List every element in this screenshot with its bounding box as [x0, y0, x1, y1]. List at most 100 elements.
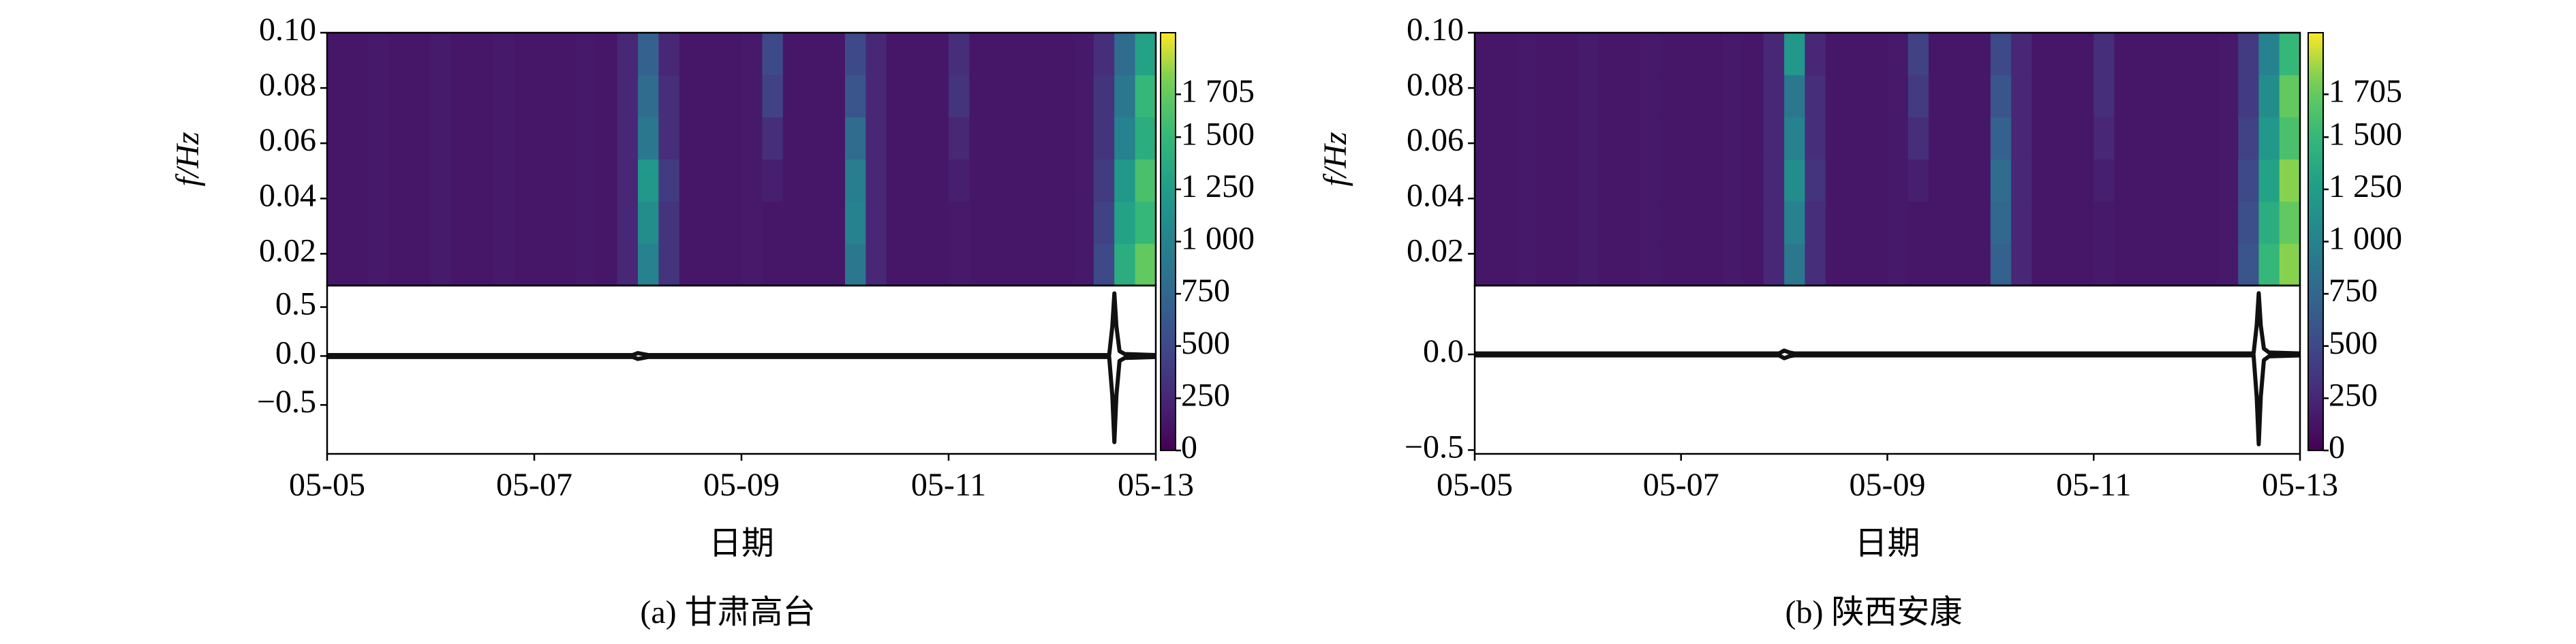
heatmap-cell: [1990, 33, 2012, 76]
heatmap-cell: [865, 74, 887, 118]
heatmap-cell: [658, 117, 680, 160]
x-tick-label: 05-07: [1643, 467, 1719, 503]
heatmap-cell: [2156, 74, 2177, 118]
heatmap-cell: [410, 159, 431, 202]
heatmap-cell: [534, 74, 555, 118]
heatmap-cell: [1536, 74, 1558, 118]
heatmap-cell: [451, 201, 473, 244]
heatmap-cell: [741, 243, 763, 286]
heatmap-cell: [431, 74, 452, 118]
y-axis-label: f/Hz: [1317, 132, 1353, 186]
heatmap-cell: [2094, 74, 2115, 118]
heatmap-cell: [451, 33, 473, 76]
colorbar-tick-label: 500: [2329, 325, 2378, 361]
heatmap-cell: [2114, 74, 2136, 118]
heatmap-cell: [1557, 243, 1578, 286]
heatmap-cell: [1805, 201, 1826, 244]
heatmap-cell: [1093, 33, 1115, 76]
heatmap-cell: [1784, 159, 1805, 202]
colorbar: [2307, 32, 2324, 451]
heatmap-cell: [1867, 117, 1888, 160]
heatmap-cell: [2072, 117, 2094, 160]
heatmap-cell: [803, 201, 825, 244]
heatmap-cell: [658, 159, 680, 202]
heatmap-cell: [617, 117, 639, 160]
heatmap-cell: [700, 117, 722, 160]
heatmap-cell: [1784, 201, 1805, 244]
heatmap-cell: [679, 74, 701, 118]
heatmap-cell: [1660, 201, 1682, 244]
heatmap-cell: [1681, 201, 1702, 244]
heatmap-cell: [2072, 33, 2094, 76]
heatmap-cell: [1763, 159, 1785, 202]
heatmap-cell: [493, 201, 515, 244]
heatmap-cell: [2279, 117, 2301, 160]
heatmap-cell: [990, 243, 1011, 286]
heatmap-cell: [927, 159, 949, 202]
y-tick-label: 0.08: [259, 67, 316, 103]
heatmap-cell: [720, 201, 742, 244]
heatmap-cell: [1073, 243, 1094, 286]
heatmap-cell: [1867, 201, 1888, 244]
heatmap-cell: [1093, 74, 1115, 118]
heatmap-cell: [638, 243, 659, 286]
heatmap-cell: [1907, 74, 1929, 118]
heatmap-cell: [555, 74, 577, 118]
heatmap-cell: [2072, 243, 2094, 286]
heatmap-cell: [2156, 201, 2177, 244]
heatmap-cell: [865, 117, 887, 160]
heatmap-cell: [493, 159, 515, 202]
heatmap-cell: [1114, 33, 1136, 76]
heatmap-cell: [1805, 159, 1826, 202]
heatmap-cell: [1660, 243, 1682, 286]
heatmap-cell: [575, 33, 597, 76]
heatmap-cell: [1598, 201, 1620, 244]
x-tick-label: 05-05: [1437, 467, 1513, 503]
heatmap-cell: [1619, 159, 1640, 202]
heatmap-cell: [720, 243, 742, 286]
heatmap-cell: [949, 201, 970, 244]
heatmap-cell: [1516, 117, 1537, 160]
heatmap-cell: [2258, 117, 2280, 160]
heatmap-cell: [679, 201, 701, 244]
heatmap-cell: [824, 74, 846, 118]
signal-frame: [1473, 284, 2301, 455]
heatmap-cell: [969, 201, 991, 244]
heatmap-cell: [327, 201, 348, 244]
heatmap-cell: [1805, 33, 1826, 76]
colorbar-tick-label: 1 000: [2329, 221, 2402, 257]
heatmap-cell: [969, 159, 991, 202]
heatmap-cell: [1845, 74, 1867, 118]
heatmap-cell: [555, 243, 577, 286]
heatmap-cell: [1743, 74, 1764, 118]
heatmap-cell: [2114, 243, 2136, 286]
heatmap-cell: [1598, 243, 1620, 286]
heatmap-cell: [2031, 74, 2053, 118]
heatmap-cell: [513, 74, 535, 118]
heatmap-cell: [1598, 117, 1620, 160]
heatmap-cell: [1011, 201, 1032, 244]
heatmap-cell: [596, 159, 618, 202]
heatmap-cell: [886, 243, 908, 286]
y-tick-label: −0.5: [1405, 429, 1464, 465]
heatmap-cell: [2217, 243, 2239, 286]
heatmap-cell: [1949, 159, 1971, 202]
heatmap-cell: [1763, 74, 1785, 118]
heatmap-cell: [493, 243, 515, 286]
heatmap-cell: [2217, 201, 2239, 244]
heatmap-cell: [2196, 33, 2218, 76]
heatmap-cell: [575, 201, 597, 244]
x-tick-label: 05-09: [703, 467, 780, 503]
y-tick-label: 0.08: [1407, 67, 1464, 103]
heatmap-cell: [534, 243, 555, 286]
y-tick-label: 0.02: [259, 232, 316, 269]
heatmap-cell: [513, 201, 535, 244]
heatmap-cell: [2011, 201, 2033, 244]
heatmap-cell: [679, 159, 701, 202]
heatmap-cell: [1867, 159, 1888, 202]
heatmap-cell: [2238, 159, 2260, 202]
heatmap-cell: [2279, 243, 2301, 286]
heatmap-cell: [1907, 159, 1929, 202]
heatmap-cell: [348, 33, 369, 76]
heatmap-cell: [2258, 33, 2280, 76]
